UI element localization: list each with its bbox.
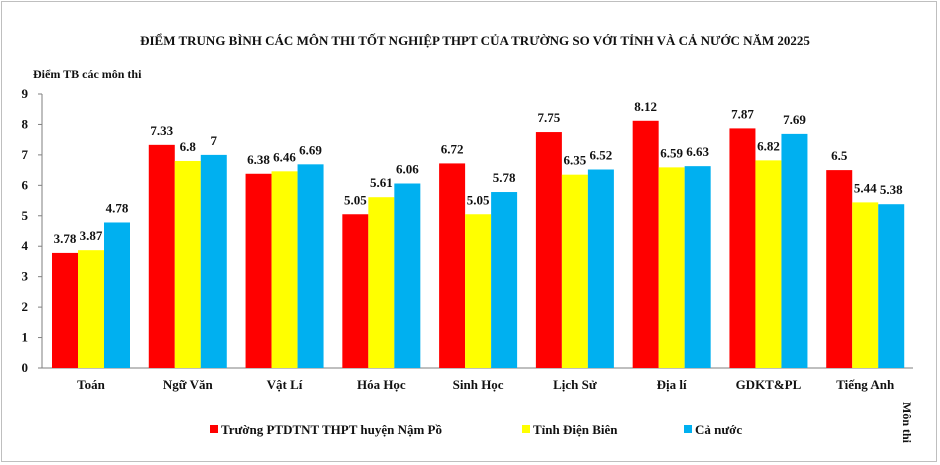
x-tick-label: Vật Lí [267,377,303,392]
x-tick-label: Địa lí [657,377,687,392]
legend-swatch [684,425,692,433]
data-label: 5.38 [880,182,903,197]
bar [52,252,78,368]
x-tick-label: Lịch Sử [553,377,597,392]
data-label: 6.52 [590,148,613,163]
y-tick-label: 0 [22,360,29,375]
bar [561,174,588,368]
bar [271,171,298,368]
bar [200,154,227,368]
data-label: 6.46 [273,149,296,164]
bar [342,214,369,368]
y-tick-label: 8 [22,116,29,131]
bar [684,166,711,368]
bar [148,144,175,368]
data-label: 5.61 [370,175,393,190]
y-tick-label: 4 [22,238,29,253]
data-label: 7 [211,133,218,148]
x-tick-label: Sinh Học [453,377,504,392]
legend-swatch [522,425,530,433]
bar [104,222,130,368]
bar [368,197,395,368]
data-label: 6.38 [247,152,270,167]
bar [491,192,518,368]
bar [729,128,756,368]
x-tick-label: GDKT&PL [736,377,802,392]
x-tick-labels: Toán Ngữ Văn Vật Lí Hóa Học Sinh Học Lịch Sử Đ… [77,377,895,392]
bar [658,167,685,368]
legend-label: Trường PTDTNT THPT huyện Nậm Pồ [221,422,442,437]
bar [535,132,562,368]
data-label: 6.63 [686,144,709,159]
bar [826,170,853,368]
data-label: 7.87 [731,106,754,121]
y-tick-labels: 0 1 2 3 4 5 6 7 8 9 [22,86,29,375]
y-tick-label: 7 [22,147,29,162]
x-tick-label: Toán [77,377,105,392]
y-tick-label: 1 [22,330,29,345]
x-tick-label: Hóa Học [357,377,406,392]
data-label: 6.8 [180,139,197,154]
data-label: 3.78 [54,231,77,246]
y-tick-label: 5 [22,208,29,223]
data-label: 6.59 [660,145,683,160]
bar [394,183,421,368]
data-label: 6.5 [831,148,848,163]
chart-title: ĐIỂM TRUNG BÌNH CÁC MÔN THI TỐT NGHIỆP T… [140,33,810,48]
legend-swatch [210,425,218,433]
data-label: 6.06 [396,162,419,177]
bar [465,214,492,368]
bars [52,120,905,369]
y-tick-label: 9 [22,86,29,101]
legend: Trường PTDTNT THPT huyện Nậm Pồ Tỉnh Điện… [210,422,742,437]
bar [878,204,905,368]
x-tick-label: Ngữ Văn [163,377,214,392]
data-label: 4.78 [106,200,129,215]
data-label: 7.75 [538,110,561,125]
bar [587,169,614,368]
bar [439,163,466,368]
bar [297,164,324,368]
bar [174,160,201,368]
data-label: 3.87 [80,228,103,243]
data-label: 8.12 [634,99,657,114]
data-label: 7.69 [783,112,806,127]
bar [781,133,808,368]
bar [78,250,104,368]
x-tick-label: Tiếng Anh [836,377,895,392]
x-axis-label: Môn thi [900,402,914,444]
legend-label: Tỉnh Điện Biên [533,422,618,437]
y-tick-label: 3 [22,269,29,284]
y-axis-label: Điểm TB các môn thi [33,67,142,81]
data-label: 5.05 [344,192,367,207]
data-label: 6.69 [299,142,322,157]
y-tick-label: 6 [22,177,29,192]
bar [852,202,879,368]
legend-label: Cả nước [695,422,742,437]
data-label: 6.35 [564,153,587,168]
bar [755,160,782,368]
bar [632,120,659,369]
data-labels: 3.78 3.874.787.336.8 76.38 6.46 6.695.055.61… [54,99,903,246]
data-label: 5.78 [493,170,516,185]
data-label: 7.33 [150,123,173,138]
data-label: 6.82 [757,138,780,153]
bar [245,173,272,368]
y-tick-label: 2 [22,299,29,314]
data-label: 5.44 [854,180,877,195]
data-label: 6.72 [441,141,464,156]
data-label: 5.05 [467,192,490,207]
